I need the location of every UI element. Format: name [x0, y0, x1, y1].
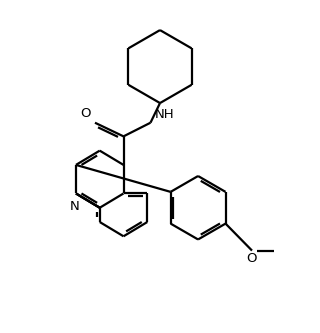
Text: NH: NH [154, 108, 174, 121]
Text: O: O [81, 107, 91, 120]
Text: N: N [69, 200, 79, 213]
Text: O: O [247, 252, 257, 265]
